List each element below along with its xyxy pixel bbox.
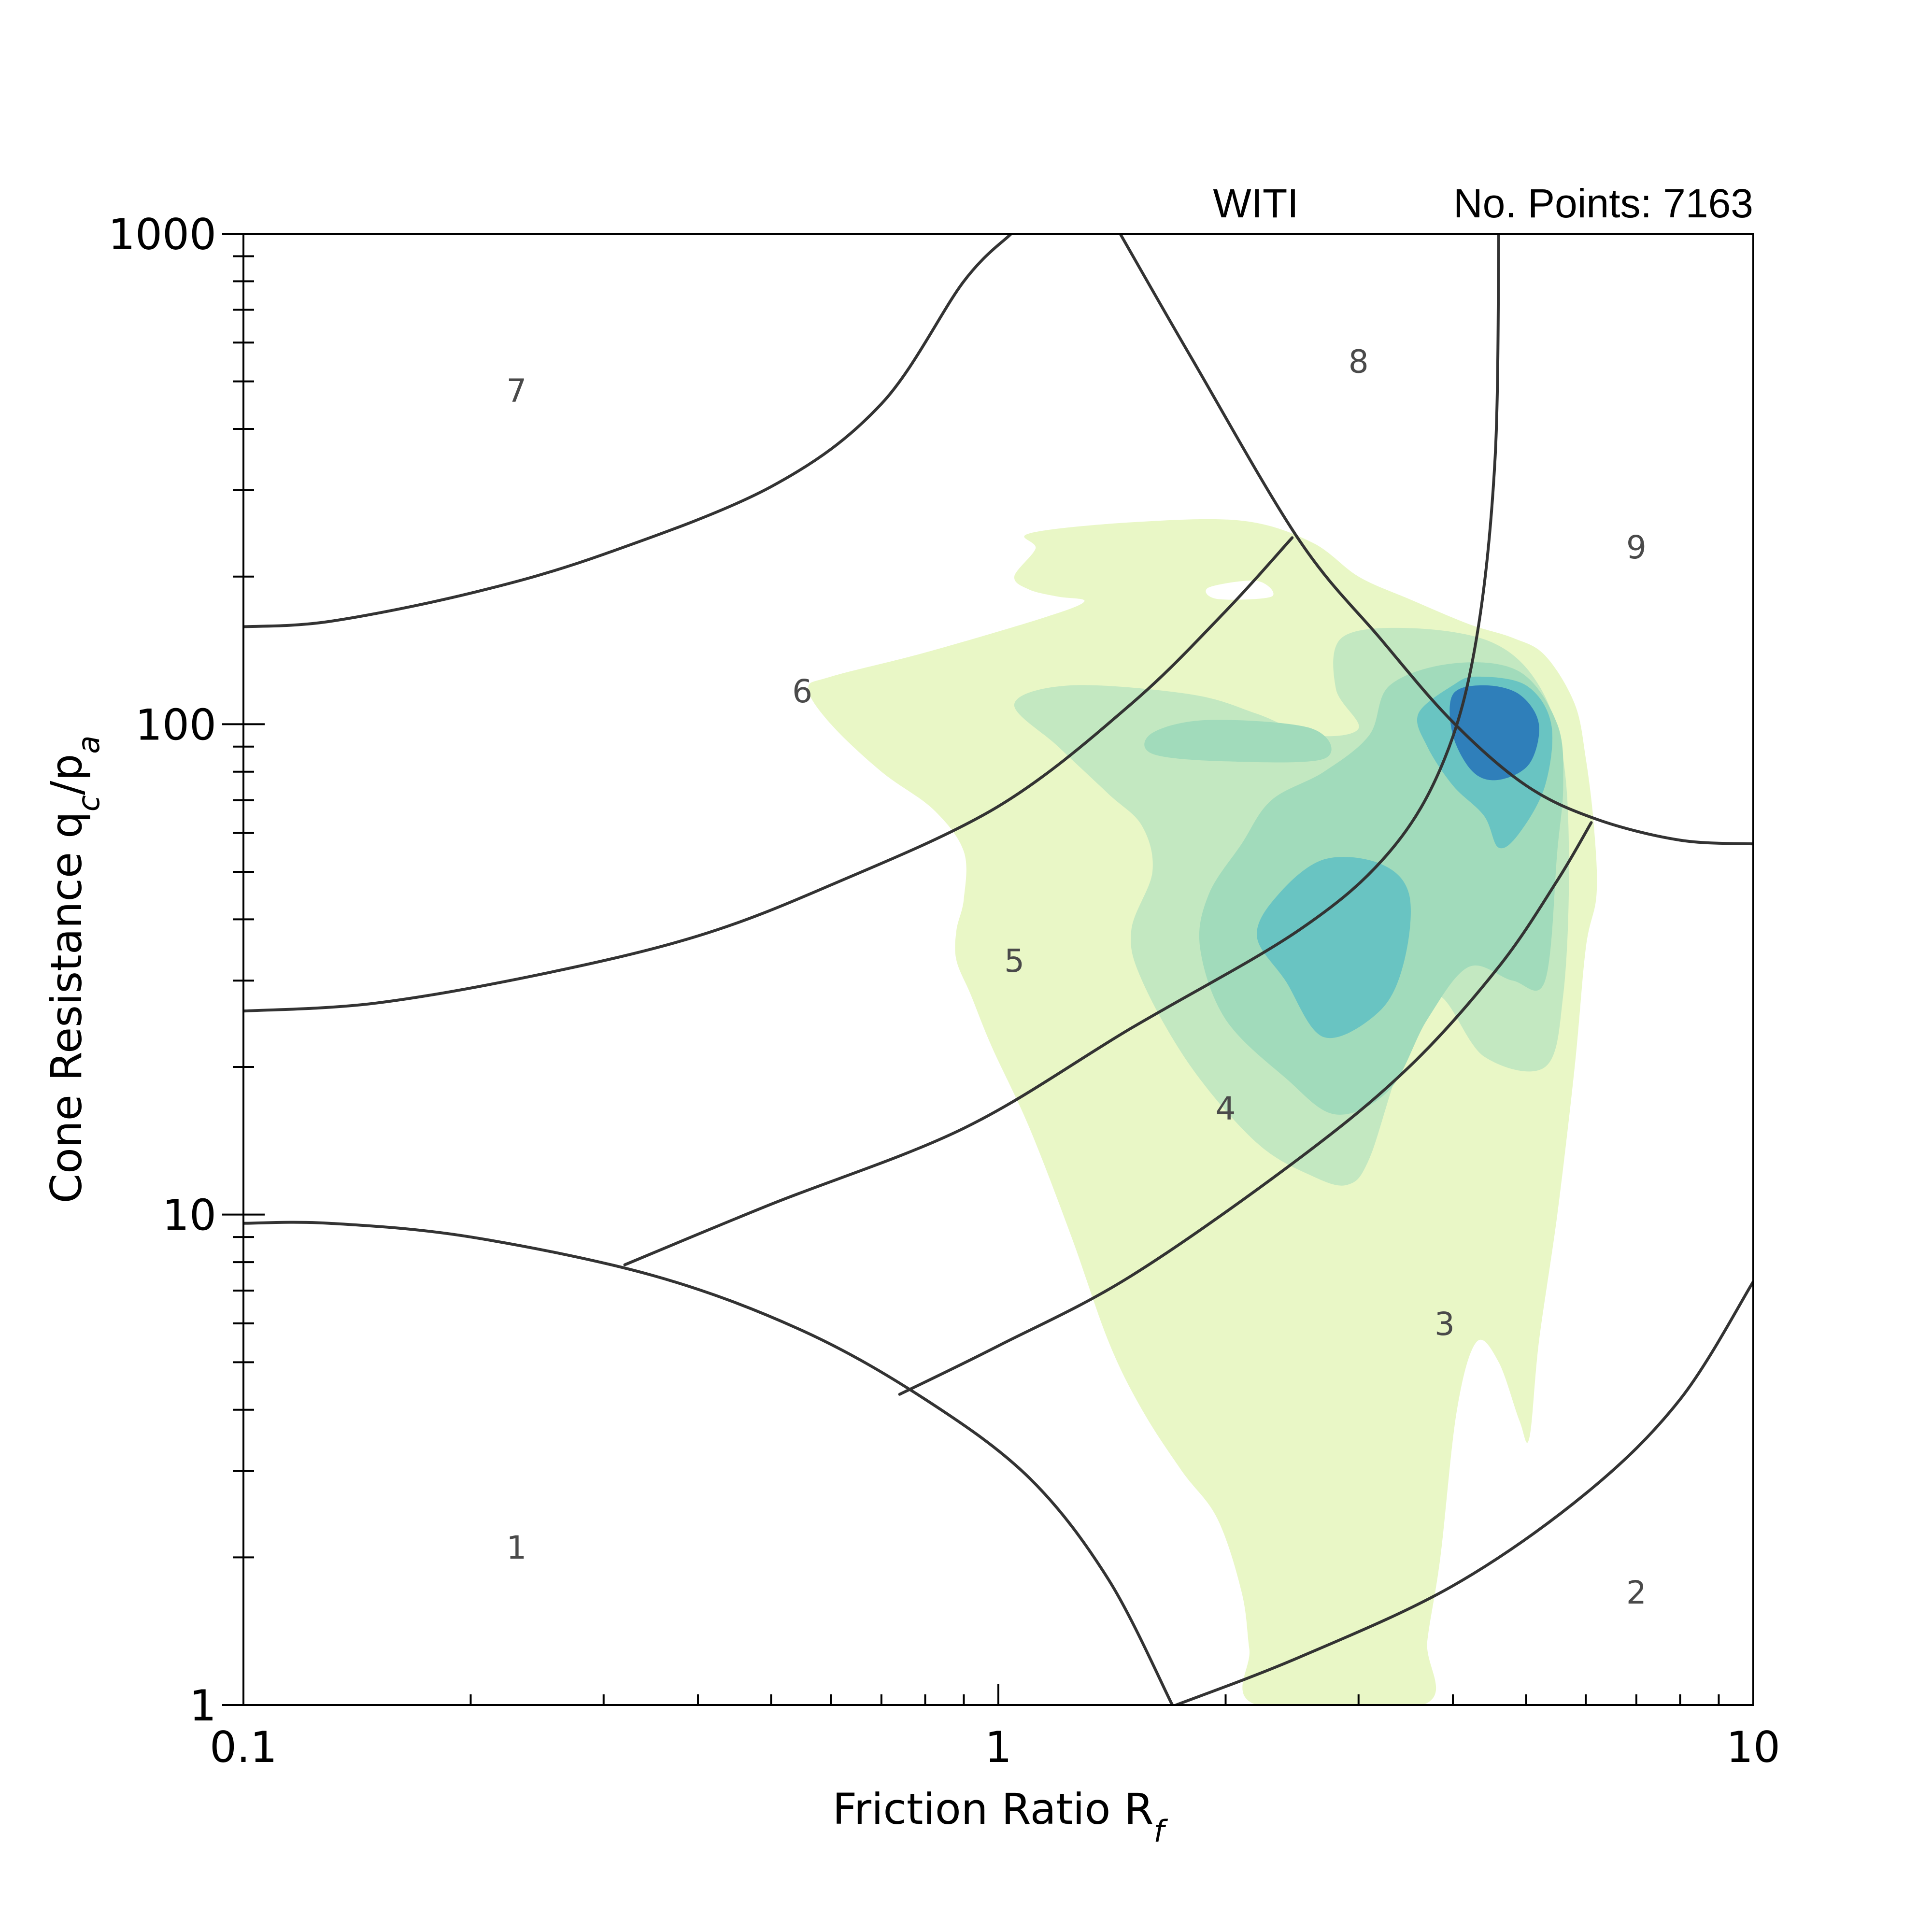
point-count: No. Points: 7163 [1453,181,1753,226]
density-contours [808,519,1597,1705]
zone-boundary-6 [898,821,1593,1396]
zone-label-6: 6 [792,673,812,710]
contour-level-3-patch [1144,720,1332,763]
x-tick-label: 10 [1726,1722,1780,1772]
zone-label-4: 4 [1216,1090,1236,1127]
zone-labels: 1 2 3 4 5 6 7 8 9 [506,343,1647,1611]
zone-boundaries [243,234,1753,1705]
y-tick-label: 10 [162,1191,216,1240]
site-name: WITI [1213,181,1298,226]
zone-boundary-2 [243,536,1294,1013]
zone-boundary-1 [243,234,1013,628]
zone-label-9: 9 [1626,529,1647,566]
y-tick-label: 1000 [108,210,216,259]
contour-gap [1206,581,1274,600]
zone-label-2: 2 [1626,1574,1647,1611]
zone-boundary-4 [243,1221,1174,1705]
zone-label-7: 7 [506,372,526,410]
contour-level-5 [1449,685,1539,781]
zone-label-8: 8 [1349,343,1369,381]
x-tick-label: 1 [985,1722,1012,1772]
x-axis-label: Friction Ratio Rf [833,1784,1168,1849]
contour-level-4 [1257,857,1411,1038]
zone-boundary-3 [1119,234,1753,846]
y-axis-label: Cone Resistance qc/pa [42,736,106,1204]
zone-label-5: 5 [1004,942,1024,980]
zone-boundary-5 [623,234,1500,1266]
zone-boundary-7 [1175,1280,1753,1705]
y-tick-label: 100 [135,700,216,750]
zone-label-3: 3 [1435,1306,1455,1343]
y-tick-label: 1 [189,1681,216,1731]
zone-label-1: 1 [506,1529,526,1566]
x-tick-label: 0.1 [210,1722,277,1772]
